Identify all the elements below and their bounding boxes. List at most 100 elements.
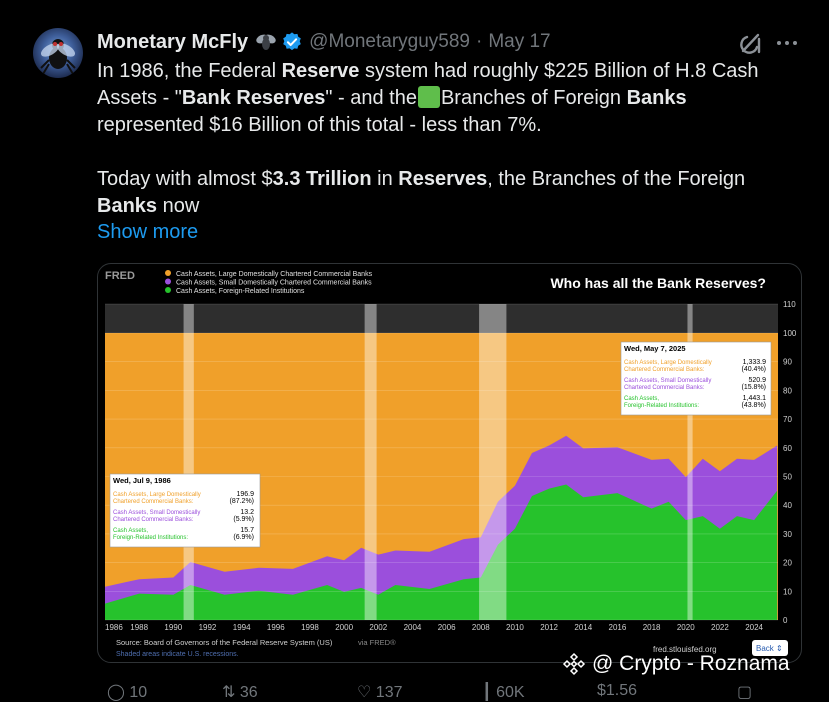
x-tick-label: 2010: [506, 623, 524, 632]
tooltip-box: [620, 341, 772, 416]
post-paragraph-1: In 1986, the Federal Reserve system had …: [97, 58, 797, 139]
x-tick-label: 2020: [677, 623, 695, 632]
x-tick-label: 1994: [233, 623, 251, 632]
like-count: 137: [375, 684, 403, 701]
like-button[interactable]: ♡ 137: [357, 682, 403, 702]
repost-count: 36: [239, 684, 258, 701]
fly-avatar: [40, 39, 76, 75]
y-tick-label: 0: [783, 616, 788, 625]
views-button[interactable]: ┃ 60K: [482, 682, 525, 702]
reply-icon: ◯: [107, 684, 125, 701]
x-tick-label: 1998: [301, 623, 319, 632]
bold-text: 3.3 Trillion: [272, 168, 372, 190]
tooltip-label: Foreign-Related Institutions:: [624, 403, 699, 409]
bookmark-button[interactable]: ▢: [737, 682, 752, 702]
tooltip-pct: (43.8%): [741, 402, 766, 409]
green-square-emoji-icon: [417, 86, 440, 108]
tooltip-pct: (15.8%): [741, 384, 766, 391]
text-segment: " - and the: [325, 87, 417, 109]
tooltip-label: Cash Assets, Small Domestically: [624, 378, 711, 384]
x-tick-label: 2016: [609, 623, 627, 632]
post-date[interactable]: May 17: [488, 31, 551, 52]
tooltip-value: 13.2: [240, 509, 254, 516]
x-tick-label: 1986: [105, 623, 123, 632]
y-tick-label: 50: [783, 473, 792, 482]
x-tick-label: 2018: [643, 623, 661, 632]
tooltip-label: Cash Assets, Large Domestically: [624, 360, 712, 366]
views-count: 60K: [496, 684, 525, 701]
back-button[interactable]: [752, 640, 788, 656]
tooltip-label: Chartered Commercial Banks:: [624, 367, 705, 373]
x-tick-label: 2024: [745, 623, 763, 632]
chart-image[interactable]: 0 10 20 30 40 50 60 70 80 90 100 110 1986 1988 1990 199…: [97, 263, 802, 663]
reply-button[interactable]: ◯ 10: [107, 682, 147, 702]
x-tick-label: 1996: [267, 623, 285, 632]
tooltip-label: Cash Assets, Small Domestically: [113, 510, 200, 516]
binance-logo-icon: [562, 652, 586, 676]
author-name[interactable]: Monetary McFly: [97, 30, 249, 53]
avatar[interactable]: [33, 28, 83, 78]
text-segment: represented $16 Billion of this total - …: [97, 114, 542, 136]
fred-chart: 0 10 20 30 40 50 60 70 80 90 100 110 1986 1988 1990 199…: [105, 270, 797, 658]
y-tick-label: 110: [783, 300, 796, 309]
text-segment: system had roughly $225 Billion of H.8 C…: [97, 60, 759, 109]
verified-badge-icon: [283, 32, 301, 51]
legend-entry: Cash Assets, Foreign-Related Institution…: [176, 288, 305, 295]
x-tick-label: 2008: [472, 623, 490, 632]
grok-icon[interactable]: [738, 30, 764, 56]
post-paragraph-2: Today with almost $3.3 Trillion in Reser…: [97, 166, 797, 220]
x-tick-label: 2014: [574, 623, 592, 632]
tooltip-label: Chartered Commercial Banks:: [624, 385, 705, 391]
x-tick-label: 2000: [335, 623, 353, 632]
y-tick-label: 40: [783, 501, 792, 510]
tooltip-pct: (87.2%): [229, 498, 254, 505]
tooltip-pct: (6.9%): [233, 534, 254, 541]
text-segment: Today with almost $: [97, 168, 273, 190]
x-tick-label: 1990: [164, 623, 182, 632]
tooltip-pct: (40.4%): [741, 366, 766, 373]
recession-band-3: [687, 304, 693, 620]
text-segment: In 1986, the Federal: [97, 60, 282, 82]
repost-button[interactable]: ⇅ 36: [222, 682, 258, 702]
tooltip-label: Foreign-Related Institutions:: [113, 535, 188, 541]
bold-text: Bank Reserves: [181, 87, 326, 109]
recession-band-1: [364, 304, 377, 620]
x-tick-label: 2012: [540, 623, 558, 632]
bold-text: Reserve: [281, 60, 360, 82]
watermark: @ Crypto - Roznama: [562, 652, 790, 676]
legend-swatch: [165, 270, 171, 276]
post-header: Monetary McFly @Monetaryguy589 · May 17: [97, 29, 551, 55]
tip-button[interactable]: $1.56: [597, 682, 637, 700]
tooltip-value: 196.9: [236, 491, 254, 498]
y-tick-label: 100: [783, 329, 797, 338]
fred-logo: FRED: [105, 270, 135, 282]
repost-icon: ⇅: [222, 684, 236, 701]
author-handle[interactable]: @Monetaryguy589: [309, 31, 470, 52]
tooltip-value: 15.7: [240, 527, 254, 534]
y-tick-label: 90: [783, 358, 792, 367]
more-options-icon[interactable]: [776, 40, 798, 46]
heart-icon: ♡: [357, 684, 372, 701]
recession-band-2: [479, 304, 507, 620]
y-tick-label: 80: [783, 386, 792, 395]
bold-text: Banks: [97, 195, 158, 217]
series-foreign-area: [105, 484, 778, 620]
action-bar: ◯ 10 ⇅ 36 ♡ 137 ┃ 60K $1.56 ▢: [97, 680, 797, 702]
tooltip-date: Wed, Jul 9, 1986: [113, 476, 171, 485]
views-icon: ┃: [482, 684, 492, 701]
show-more-link[interactable]: Show more: [97, 221, 199, 243]
y-tick-label: 20: [783, 559, 792, 568]
tooltip-date: Wed, May 7, 2025: [624, 344, 686, 353]
tooltip-value: 1,443.1: [743, 395, 766, 402]
watermark-text: @ Crypto - Roznama: [592, 652, 790, 675]
tooltip-label: Chartered Commercial Banks:: [113, 517, 194, 523]
y-tick-label: 60: [783, 444, 792, 453]
legend-entry: Cash Assets, Small Domestically Chartere…: [176, 280, 372, 287]
y-tick-label: 10: [783, 587, 792, 596]
chart-source: Source: Board of Governors of the Federa…: [116, 638, 333, 647]
fly-emoji-icon: [256, 34, 276, 50]
text-segment: in: [371, 168, 399, 190]
back-button-label: Back ⇕: [756, 644, 783, 653]
reply-count: 10: [129, 684, 148, 701]
bold-text: Reserves: [398, 168, 488, 190]
